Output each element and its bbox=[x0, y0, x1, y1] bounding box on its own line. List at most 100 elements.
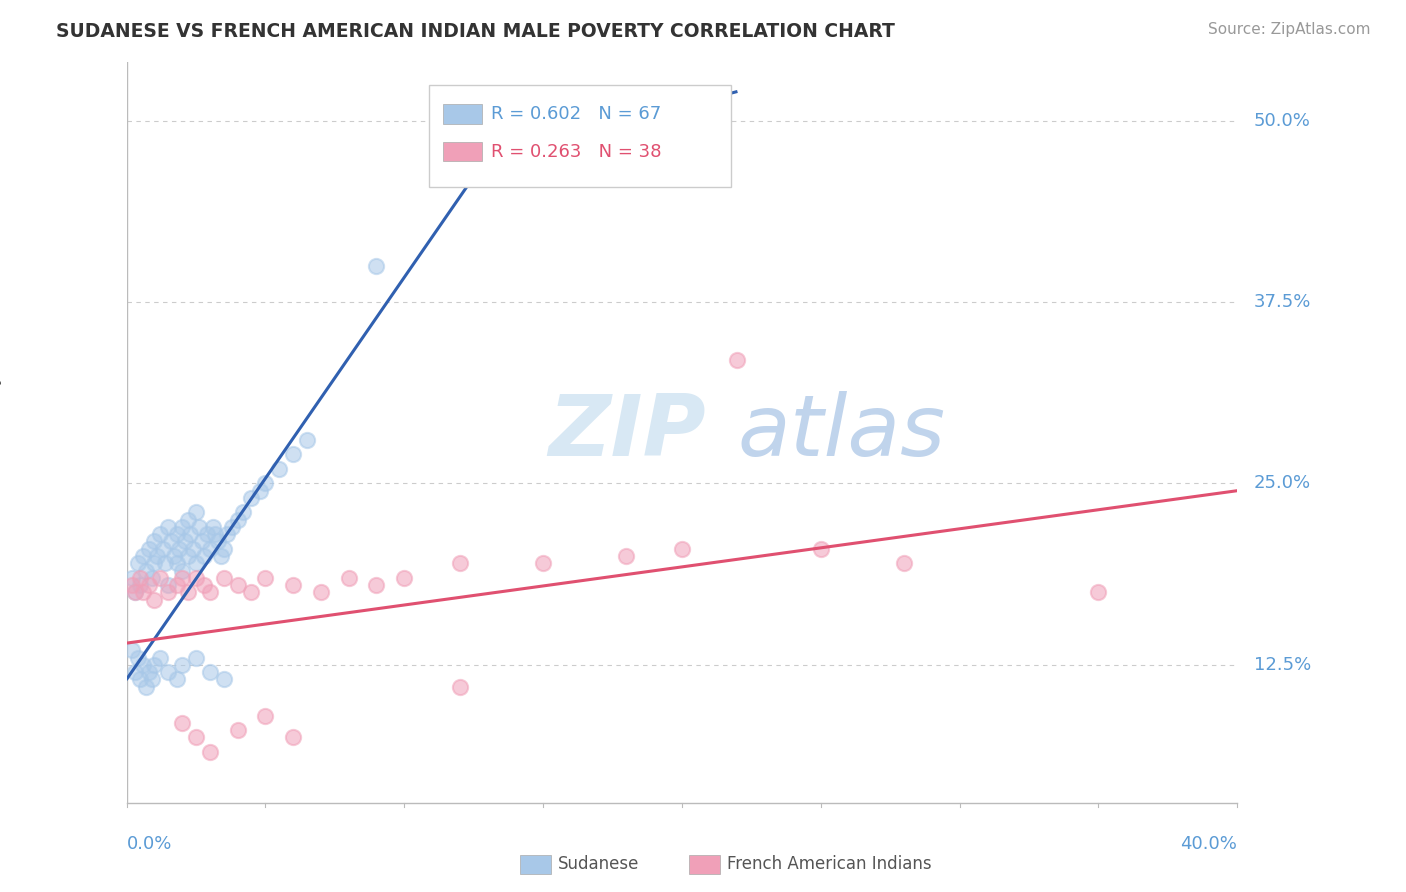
Point bbox=[232, 506, 254, 520]
Text: 37.5%: 37.5% bbox=[1254, 293, 1312, 311]
Point bbox=[166, 527, 188, 541]
Point bbox=[149, 527, 172, 541]
Point bbox=[449, 680, 471, 694]
Point bbox=[127, 556, 149, 570]
Point bbox=[176, 513, 198, 527]
Point bbox=[337, 571, 360, 585]
Point bbox=[226, 723, 249, 738]
Point bbox=[124, 585, 146, 599]
Point bbox=[141, 673, 163, 687]
Point bbox=[179, 527, 201, 541]
Point bbox=[146, 549, 169, 563]
Point bbox=[157, 585, 180, 599]
Point bbox=[143, 657, 166, 672]
Point bbox=[181, 541, 204, 556]
Point bbox=[226, 513, 249, 527]
Point bbox=[143, 592, 166, 607]
Point bbox=[124, 585, 146, 599]
Point bbox=[240, 491, 263, 505]
Point bbox=[121, 578, 143, 592]
Point bbox=[221, 520, 243, 534]
Point bbox=[226, 578, 249, 592]
Point bbox=[138, 541, 160, 556]
Point bbox=[166, 673, 188, 687]
Point bbox=[281, 731, 304, 745]
Point bbox=[254, 708, 277, 723]
Point bbox=[155, 556, 177, 570]
Point bbox=[121, 571, 143, 585]
Point bbox=[149, 650, 172, 665]
Point bbox=[135, 564, 157, 578]
Point bbox=[184, 556, 207, 570]
Point bbox=[198, 665, 221, 680]
Text: 25.0%: 25.0% bbox=[1254, 475, 1310, 492]
Point bbox=[198, 541, 221, 556]
Point bbox=[135, 680, 157, 694]
Point bbox=[176, 549, 198, 563]
Point bbox=[157, 578, 180, 592]
Point bbox=[190, 534, 212, 549]
Point bbox=[141, 571, 163, 585]
Point bbox=[169, 541, 191, 556]
Point bbox=[254, 476, 277, 491]
Text: 12.5%: 12.5% bbox=[1254, 656, 1312, 673]
Point bbox=[172, 715, 194, 730]
Point bbox=[281, 447, 304, 461]
Point bbox=[309, 585, 332, 599]
Text: ZIP: ZIP bbox=[548, 391, 706, 475]
Point bbox=[138, 578, 160, 592]
Point bbox=[212, 571, 235, 585]
Point bbox=[614, 549, 637, 563]
Text: SUDANESE VS FRENCH AMERICAN INDIAN MALE POVERTY CORRELATION CHART: SUDANESE VS FRENCH AMERICAN INDIAN MALE … bbox=[56, 22, 896, 41]
Point bbox=[184, 571, 207, 585]
Point bbox=[1087, 585, 1109, 599]
Point bbox=[449, 556, 471, 570]
Point bbox=[295, 433, 318, 447]
Point bbox=[127, 650, 149, 665]
Point bbox=[149, 571, 172, 585]
Point bbox=[249, 483, 271, 498]
Point bbox=[121, 643, 143, 657]
Text: Male Poverty: Male Poverty bbox=[0, 375, 3, 491]
Point bbox=[187, 520, 209, 534]
Point bbox=[172, 571, 194, 585]
Point bbox=[893, 556, 915, 570]
Text: atlas: atlas bbox=[738, 391, 945, 475]
Point bbox=[198, 585, 221, 599]
Point bbox=[129, 571, 152, 585]
Point bbox=[193, 549, 215, 563]
Point bbox=[143, 556, 166, 570]
Point bbox=[157, 520, 180, 534]
Point bbox=[531, 556, 554, 570]
Point bbox=[207, 534, 229, 549]
Point bbox=[269, 462, 291, 476]
Point bbox=[129, 578, 152, 592]
Point bbox=[173, 534, 195, 549]
Point bbox=[166, 556, 188, 570]
Point bbox=[132, 549, 155, 563]
Point bbox=[184, 650, 207, 665]
Point bbox=[212, 673, 235, 687]
Point bbox=[163, 549, 186, 563]
Text: French American Indians: French American Indians bbox=[727, 855, 932, 873]
Point bbox=[157, 665, 180, 680]
Text: R = 0.602   N = 67: R = 0.602 N = 67 bbox=[491, 105, 661, 123]
Point bbox=[138, 665, 160, 680]
Point bbox=[193, 578, 215, 592]
Point bbox=[671, 541, 693, 556]
Point bbox=[172, 564, 194, 578]
Point bbox=[132, 585, 155, 599]
Text: 40.0%: 40.0% bbox=[1181, 835, 1237, 853]
Text: Sudanese: Sudanese bbox=[558, 855, 640, 873]
Point bbox=[166, 578, 188, 592]
Point bbox=[195, 527, 218, 541]
Point bbox=[209, 549, 232, 563]
Point bbox=[366, 578, 388, 592]
Point bbox=[184, 731, 207, 745]
Point bbox=[124, 665, 146, 680]
Point bbox=[212, 541, 235, 556]
Point bbox=[143, 534, 166, 549]
Point bbox=[176, 585, 198, 599]
Point bbox=[810, 541, 832, 556]
Point bbox=[727, 353, 749, 368]
